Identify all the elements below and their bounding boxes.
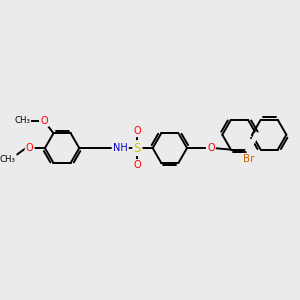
Text: O: O (26, 143, 34, 153)
Text: NH: NH (113, 143, 128, 153)
Text: O: O (207, 143, 215, 153)
Text: Br: Br (243, 154, 255, 164)
Text: CH₃: CH₃ (0, 155, 16, 164)
Text: S: S (134, 142, 141, 154)
Text: O: O (40, 116, 48, 126)
Text: O: O (134, 160, 141, 170)
Text: CH₃: CH₃ (14, 116, 30, 125)
Text: O: O (134, 126, 141, 136)
